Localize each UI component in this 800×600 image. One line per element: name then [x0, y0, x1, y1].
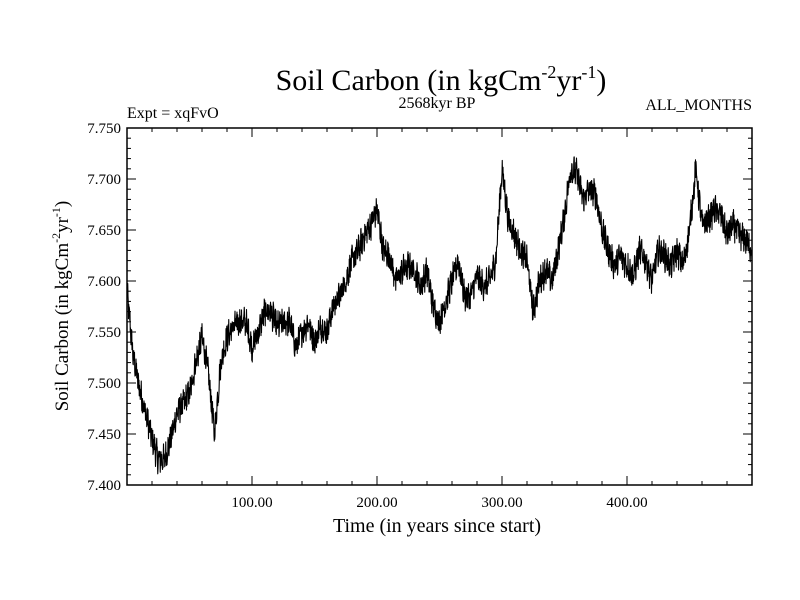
- x-tick-label: 400.00: [606, 495, 647, 511]
- months-label: ALL_MONTHS: [645, 97, 752, 114]
- axis-ticks: [127, 127, 752, 486]
- y-tick-label: 7.750: [87, 121, 121, 137]
- y-tick-label: 7.700: [87, 172, 121, 188]
- series-layer: [126, 156, 753, 475]
- y-tick-label: 7.450: [87, 427, 121, 443]
- plot-frame: [126, 127, 753, 486]
- y-axis-label: Soil Carbon (in kgCm-2yr-1): [49, 201, 73, 412]
- y-tick-label: 7.550: [87, 325, 121, 341]
- x-tick-label: 300.00: [481, 495, 522, 511]
- x-axis-label: Time (in years since start): [333, 515, 541, 537]
- series-line-soil-carbon: [126, 156, 753, 475]
- y-tick-label: 7.600: [87, 274, 121, 290]
- x-tick-label: 200.00: [356, 495, 397, 511]
- period-label: 2568kyr BP: [399, 95, 476, 112]
- y-tick-label: 7.500: [87, 376, 121, 392]
- y-tick-label: 7.400: [87, 478, 121, 494]
- chart-title: Soil Carbon (in kgCm-2yr-1): [276, 62, 607, 97]
- axis-tick-labels: 7.400 7.450 7.500 7.550 7.600 7.650 7.700 7.750…: [87, 121, 647, 511]
- x-tick-label: 100.00: [231, 495, 272, 511]
- experiment-label: Expt = xqFvO: [127, 105, 219, 122]
- y-tick-label: 7.650: [87, 223, 121, 239]
